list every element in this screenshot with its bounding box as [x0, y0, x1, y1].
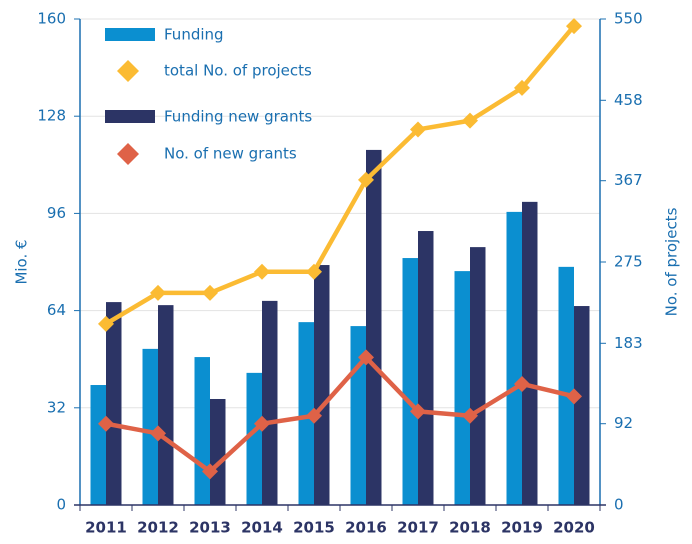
x-tick-label: 2016 [345, 519, 387, 537]
legend-label: total No. of projects [164, 62, 312, 80]
bar [470, 247, 486, 505]
y2-tick-label: 458 [614, 91, 643, 109]
bar [246, 372, 262, 505]
y-tick-label: 0 [56, 496, 66, 514]
y2-tick-label: 92 [614, 414, 633, 432]
bar [142, 348, 158, 505]
marker [462, 112, 478, 129]
y-tick-label: 32 [47, 398, 66, 416]
bar [418, 231, 434, 505]
marker [254, 263, 270, 280]
marker [358, 171, 374, 188]
x-tick-label: 2017 [397, 519, 439, 537]
y-axis-label: Mio. € [13, 239, 31, 284]
line [104, 24, 576, 326]
marker [410, 121, 426, 138]
bar [574, 306, 590, 505]
marker [462, 407, 478, 424]
x-tick-label: 2015 [293, 519, 335, 537]
marker [514, 79, 530, 96]
y2-tick-label: 0 [614, 496, 624, 514]
bar [158, 305, 174, 505]
bar [366, 149, 382, 505]
bar [194, 357, 210, 505]
y2-tick-label: 183 [614, 334, 643, 352]
bar [454, 271, 470, 505]
marker [358, 349, 374, 366]
y-tick-label: 96 [47, 204, 66, 222]
line [105, 355, 575, 474]
bar [558, 266, 574, 505]
bar [506, 211, 522, 505]
marker [254, 415, 270, 432]
bar [262, 300, 278, 505]
bar [522, 201, 538, 506]
bar [90, 385, 106, 505]
bar [106, 302, 122, 505]
bar [314, 265, 330, 505]
marker [150, 425, 166, 442]
x-tick-label: 2018 [449, 519, 491, 537]
y2-tick-label: 275 [614, 253, 643, 271]
marker [306, 407, 322, 424]
x-tick-label: 2019 [501, 519, 543, 537]
x-tick-label: 2020 [553, 519, 595, 537]
y-tick-label: 128 [37, 107, 66, 125]
bar [210, 398, 226, 505]
legend-swatch [105, 28, 155, 41]
legend-label: Funding [164, 26, 224, 44]
x-tick-label: 2012 [137, 519, 179, 537]
marker [98, 315, 114, 332]
y2-tick-label: 550 [614, 10, 643, 28]
marker [566, 18, 582, 35]
x-tick-label: 2011 [85, 519, 127, 537]
y-tick-label: 160 [37, 10, 66, 28]
x-tick-label: 2013 [189, 519, 231, 537]
bar [402, 258, 418, 505]
marker [202, 284, 218, 301]
y2-axis-label: No. of projects [663, 207, 681, 316]
y2-tick-label: 367 [614, 171, 643, 189]
marker [566, 388, 582, 405]
bar [298, 322, 314, 505]
y-tick-label: 64 [47, 301, 66, 319]
marker [410, 403, 426, 420]
marker [150, 284, 166, 301]
legend-label: Funding new grants [164, 108, 312, 126]
legend-swatch [117, 60, 139, 82]
legend-label: No. of new grants [164, 145, 297, 163]
marker [306, 263, 322, 280]
x-tick-label: 2014 [241, 519, 283, 537]
marker [202, 463, 218, 480]
marker [98, 415, 114, 432]
legend-swatch [117, 143, 139, 165]
legend-swatch [105, 110, 155, 123]
marker [514, 375, 530, 392]
